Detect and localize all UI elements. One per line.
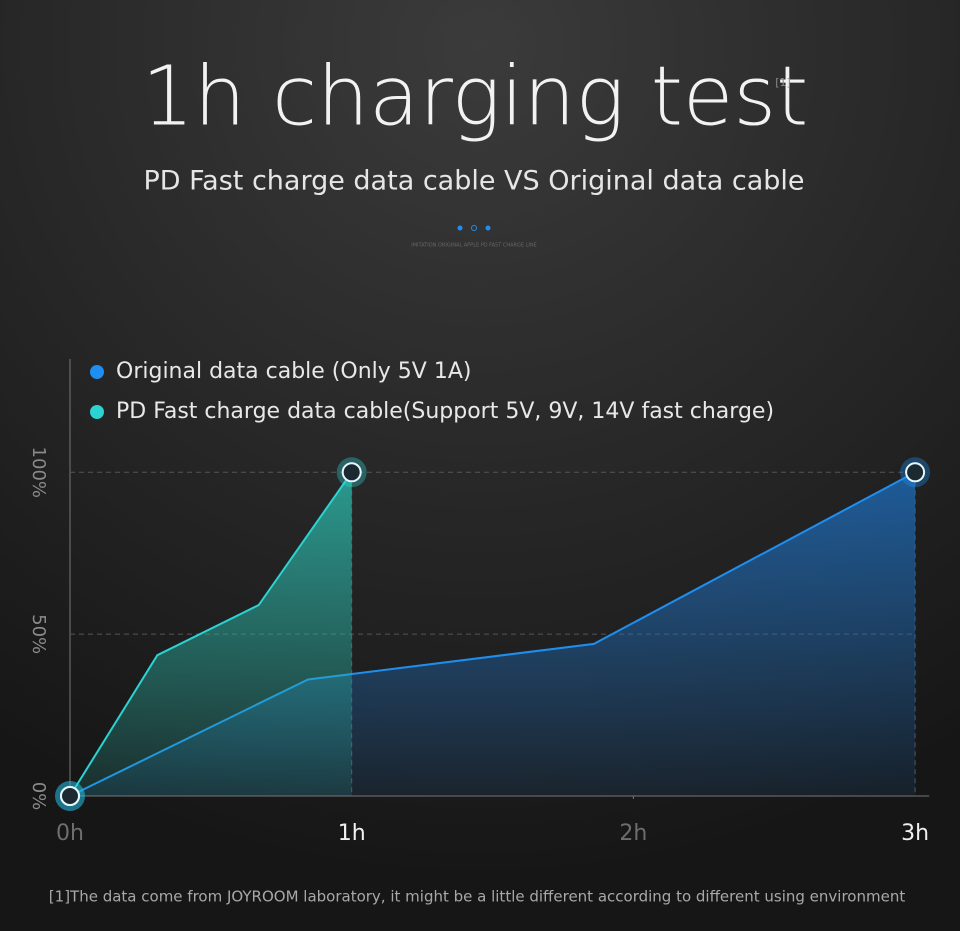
y-tick-label: 100%: [28, 447, 49, 498]
end-marker: [341, 462, 362, 483]
caption: IMITATION ORIGINAL APPLE PD FAST CHARGE …: [411, 243, 537, 249]
end-marker: [905, 462, 926, 483]
x-tick-label: 3h: [901, 821, 929, 846]
series-line: [69, 471, 353, 797]
legend-swatch: [90, 365, 104, 379]
decor-dot: [457, 225, 463, 231]
legend-label: Original data cable (Only 5V 1A): [116, 359, 471, 384]
x-tick-label: 1h: [338, 821, 366, 846]
decor-dot: [485, 225, 491, 231]
area-fill: [70, 472, 352, 796]
title: 1h charging test: [142, 50, 809, 145]
x-tick-label: 2h: [619, 821, 647, 846]
title-note: [1]: [775, 76, 791, 89]
end-marker: [60, 786, 80, 806]
footnote: [1]The data come from JOYROOM laboratory…: [49, 888, 906, 906]
decor-dot: [471, 225, 477, 231]
legend-label: PD Fast charge data cable(Support 5V, 9V…: [116, 399, 774, 424]
y-tick-label: 0%: [28, 782, 49, 811]
y-tick-label: 50%: [28, 614, 49, 654]
x-tick-label: 0h: [56, 821, 84, 846]
subtitle: PD Fast charge data cable VS Original da…: [143, 166, 804, 197]
legend-swatch: [90, 405, 104, 419]
